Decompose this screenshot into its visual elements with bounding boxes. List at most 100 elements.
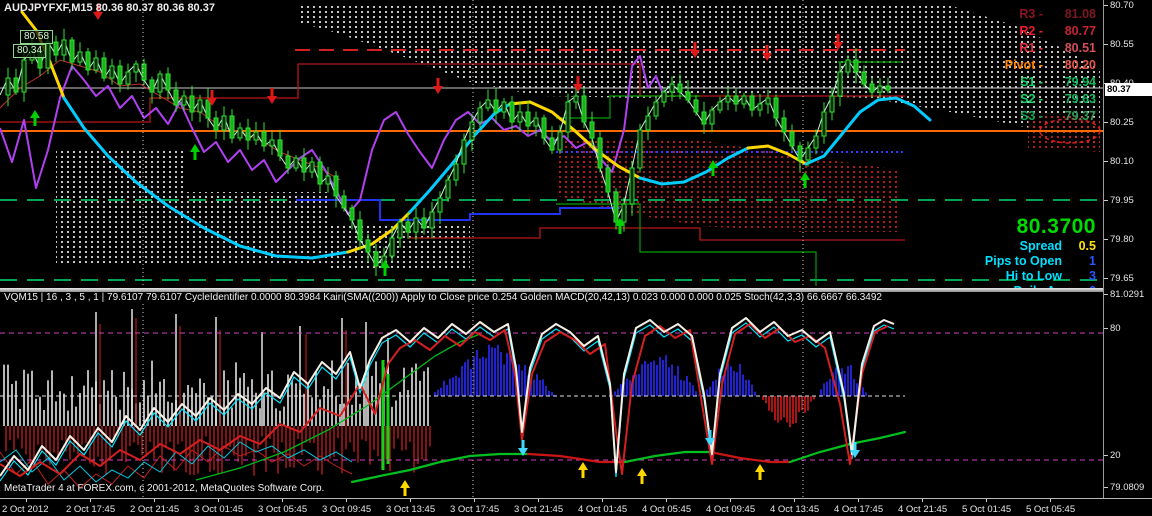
- axis-tick-mark: [1104, 5, 1108, 6]
- pivot-level-row: S2 - 79.63: [1005, 91, 1096, 108]
- time-tick-mark: [922, 499, 923, 502]
- time-tick-mark: [26, 499, 27, 502]
- time-axis-label: 3 Oct 09:45: [322, 504, 372, 515]
- time-tick-mark: [538, 499, 539, 502]
- macd-histogram-layer: [434, 344, 867, 428]
- info-row-label: Pips to Open: [984, 254, 1062, 268]
- price-axis-tick: 79.80: [1110, 234, 1134, 245]
- signal-circle: [1039, 118, 1101, 144]
- time-tick-mark: [602, 499, 603, 502]
- info-row-label: Hi to Low: [1005, 269, 1062, 283]
- time-tick-mark: [474, 499, 475, 502]
- axis-tick-mark: [1104, 239, 1108, 240]
- time-tick-mark: [858, 499, 859, 502]
- time-axis-label: 2 Oct 17:45: [66, 504, 116, 515]
- pivot-level-value: 79.94: [1064, 75, 1096, 89]
- main-chart-canvas[interactable]: [0, 0, 1103, 288]
- time-tick-mark: [794, 499, 795, 502]
- pivot-level-label: R1 -: [1019, 41, 1043, 55]
- time-tick-mark: [154, 499, 155, 502]
- close-overlay-line: [0, 38, 889, 267]
- info-row-value: 3: [1089, 269, 1096, 283]
- time-axis-label: 3 Oct 05:45: [258, 504, 308, 515]
- price-axis-tick: 79.95: [1110, 195, 1134, 206]
- pivot-level-value: 81.08: [1064, 7, 1096, 21]
- axis-tick-mark: [1104, 200, 1108, 201]
- info-row: Pips to Open 1: [985, 254, 1096, 269]
- pivot-level-value: 80.51: [1064, 41, 1096, 55]
- time-axis-label: 3 Oct 13:45: [386, 504, 436, 515]
- price-axis-tick: 80.25: [1110, 117, 1134, 128]
- pivot-level-row: S1 - 79.94: [1005, 74, 1096, 91]
- time-axis-label: 3 Oct 21:45: [514, 504, 564, 515]
- pivot-level-value: 80.20: [1064, 58, 1096, 72]
- pivot-level-label: S1 -: [1020, 75, 1043, 89]
- price-axis-tick: 80: [1110, 323, 1121, 334]
- price-axis-tick: 79.0809: [1110, 482, 1145, 493]
- current-price-display: 80.3700: [1016, 215, 1096, 238]
- pivot-level-row: R3 - 81.08: [1005, 6, 1096, 23]
- indicator-values-bar: VQM15 | 16 , 3 , 5 , 1 | 79.6107 79.6107…: [0, 292, 1107, 304]
- price-axis-tick: 20: [1110, 450, 1121, 461]
- pivot-level-row: S3 - 79.37: [1005, 108, 1096, 125]
- pivot-level-label: S2 -: [1020, 92, 1043, 106]
- time-axis-label: 5 Oct 05:45: [1026, 504, 1076, 515]
- axis-tick-mark: [1104, 278, 1108, 279]
- axis-tick-mark: [1104, 122, 1108, 123]
- pivot-level-row: R2 - 80.77: [1005, 23, 1096, 40]
- time-axis-label: 3 Oct 01:45: [194, 504, 244, 515]
- pivot-level-value: 79.63: [1064, 92, 1096, 106]
- price-axis-tick: 80.10: [1110, 156, 1134, 167]
- time-tick-mark: [986, 499, 987, 502]
- info-row-value: 0.5: [1078, 239, 1096, 253]
- step-lines-layer: [0, 59, 905, 286]
- axis-tick-mark: [1104, 294, 1108, 295]
- time-axis-label: 4 Oct 17:45: [834, 504, 884, 515]
- time-axis-label: 5 Oct 01:45: [962, 504, 1012, 515]
- time-tick-mark: [218, 499, 219, 502]
- pivot-level-row: R1 - 80.51: [1005, 40, 1096, 57]
- copyright-watermark: MetaTrader 4 at FOREX.com, c 2001-2012, …: [4, 483, 325, 494]
- time-tick-mark: [282, 499, 283, 502]
- oscillator-lines-layer: [0, 317, 907, 489]
- price-axis-tick: 79.65: [1110, 273, 1134, 284]
- time-axis-label: 2 Oct 21:45: [130, 504, 180, 515]
- price-axis-tick: 80.70: [1110, 0, 1134, 11]
- chart-symbol-title: AUDJPYFXF,M15 80.36 80.37 80.36 80.37: [4, 2, 215, 14]
- time-axis: 2 Oct 2012 2 Oct 17:45 2 Oct 21:45 3 Oct 01…: [0, 498, 1152, 516]
- current-price-tag: 80.37: [1105, 83, 1152, 96]
- time-axis-label: 2 Oct 2012: [2, 504, 49, 515]
- axis-tick-mark: [1104, 487, 1108, 488]
- time-axis-label: 4 Oct 09:45: [706, 504, 756, 515]
- time-axis-label: 3 Oct 17:45: [450, 504, 500, 515]
- time-tick-mark: [346, 499, 347, 502]
- axis-tick-mark: [1104, 328, 1108, 329]
- price-tag-box: 80.34: [13, 44, 47, 58]
- signal-arrows-layer: [30, 4, 843, 276]
- time-axis-label: 4 Oct 05:45: [642, 504, 692, 515]
- time-tick-mark: [730, 499, 731, 502]
- pivot-level-label: R2 -: [1019, 24, 1043, 38]
- price-axis-tick: 80.55: [1110, 39, 1134, 50]
- pivot-level-label: S3 -: [1020, 109, 1043, 123]
- info-row-label: Spread: [1019, 239, 1062, 253]
- axis-tick-mark: [1104, 161, 1108, 162]
- volatility-histogram-layer: [3, 309, 431, 476]
- pivot-level-row: Pivot - 80.20: [1005, 57, 1096, 74]
- window-separator[interactable]: [0, 288, 1152, 292]
- indicator-chart-canvas[interactable]: [0, 304, 1103, 498]
- pivot-level-label: Pivot -: [1004, 58, 1043, 72]
- time-axis-label: 4 Oct 13:45: [770, 504, 820, 515]
- info-row: Hi to Low 3: [985, 269, 1096, 284]
- pivot-level-label: R3 -: [1019, 7, 1043, 21]
- day-separators-layer: [142, 0, 804, 288]
- ichimoku-cloud-layer: [56, 6, 1100, 268]
- pivot-levels-panel: R3 - 81.08 R2 - 80.77 R1 - 80.51 Pivot - 80.20 S…: [1005, 6, 1096, 125]
- price-axis: 80.7080.5580.4080.2580.1079.9579.8079.65…: [1103, 0, 1152, 498]
- time-axis-label: 4 Oct 21:45: [898, 504, 948, 515]
- axis-tick-mark: [1104, 455, 1108, 456]
- info-row-value: 1: [1089, 254, 1096, 268]
- price-axis-tick: 81.0291: [1110, 289, 1145, 300]
- info-row: Spread 0.5: [985, 239, 1096, 254]
